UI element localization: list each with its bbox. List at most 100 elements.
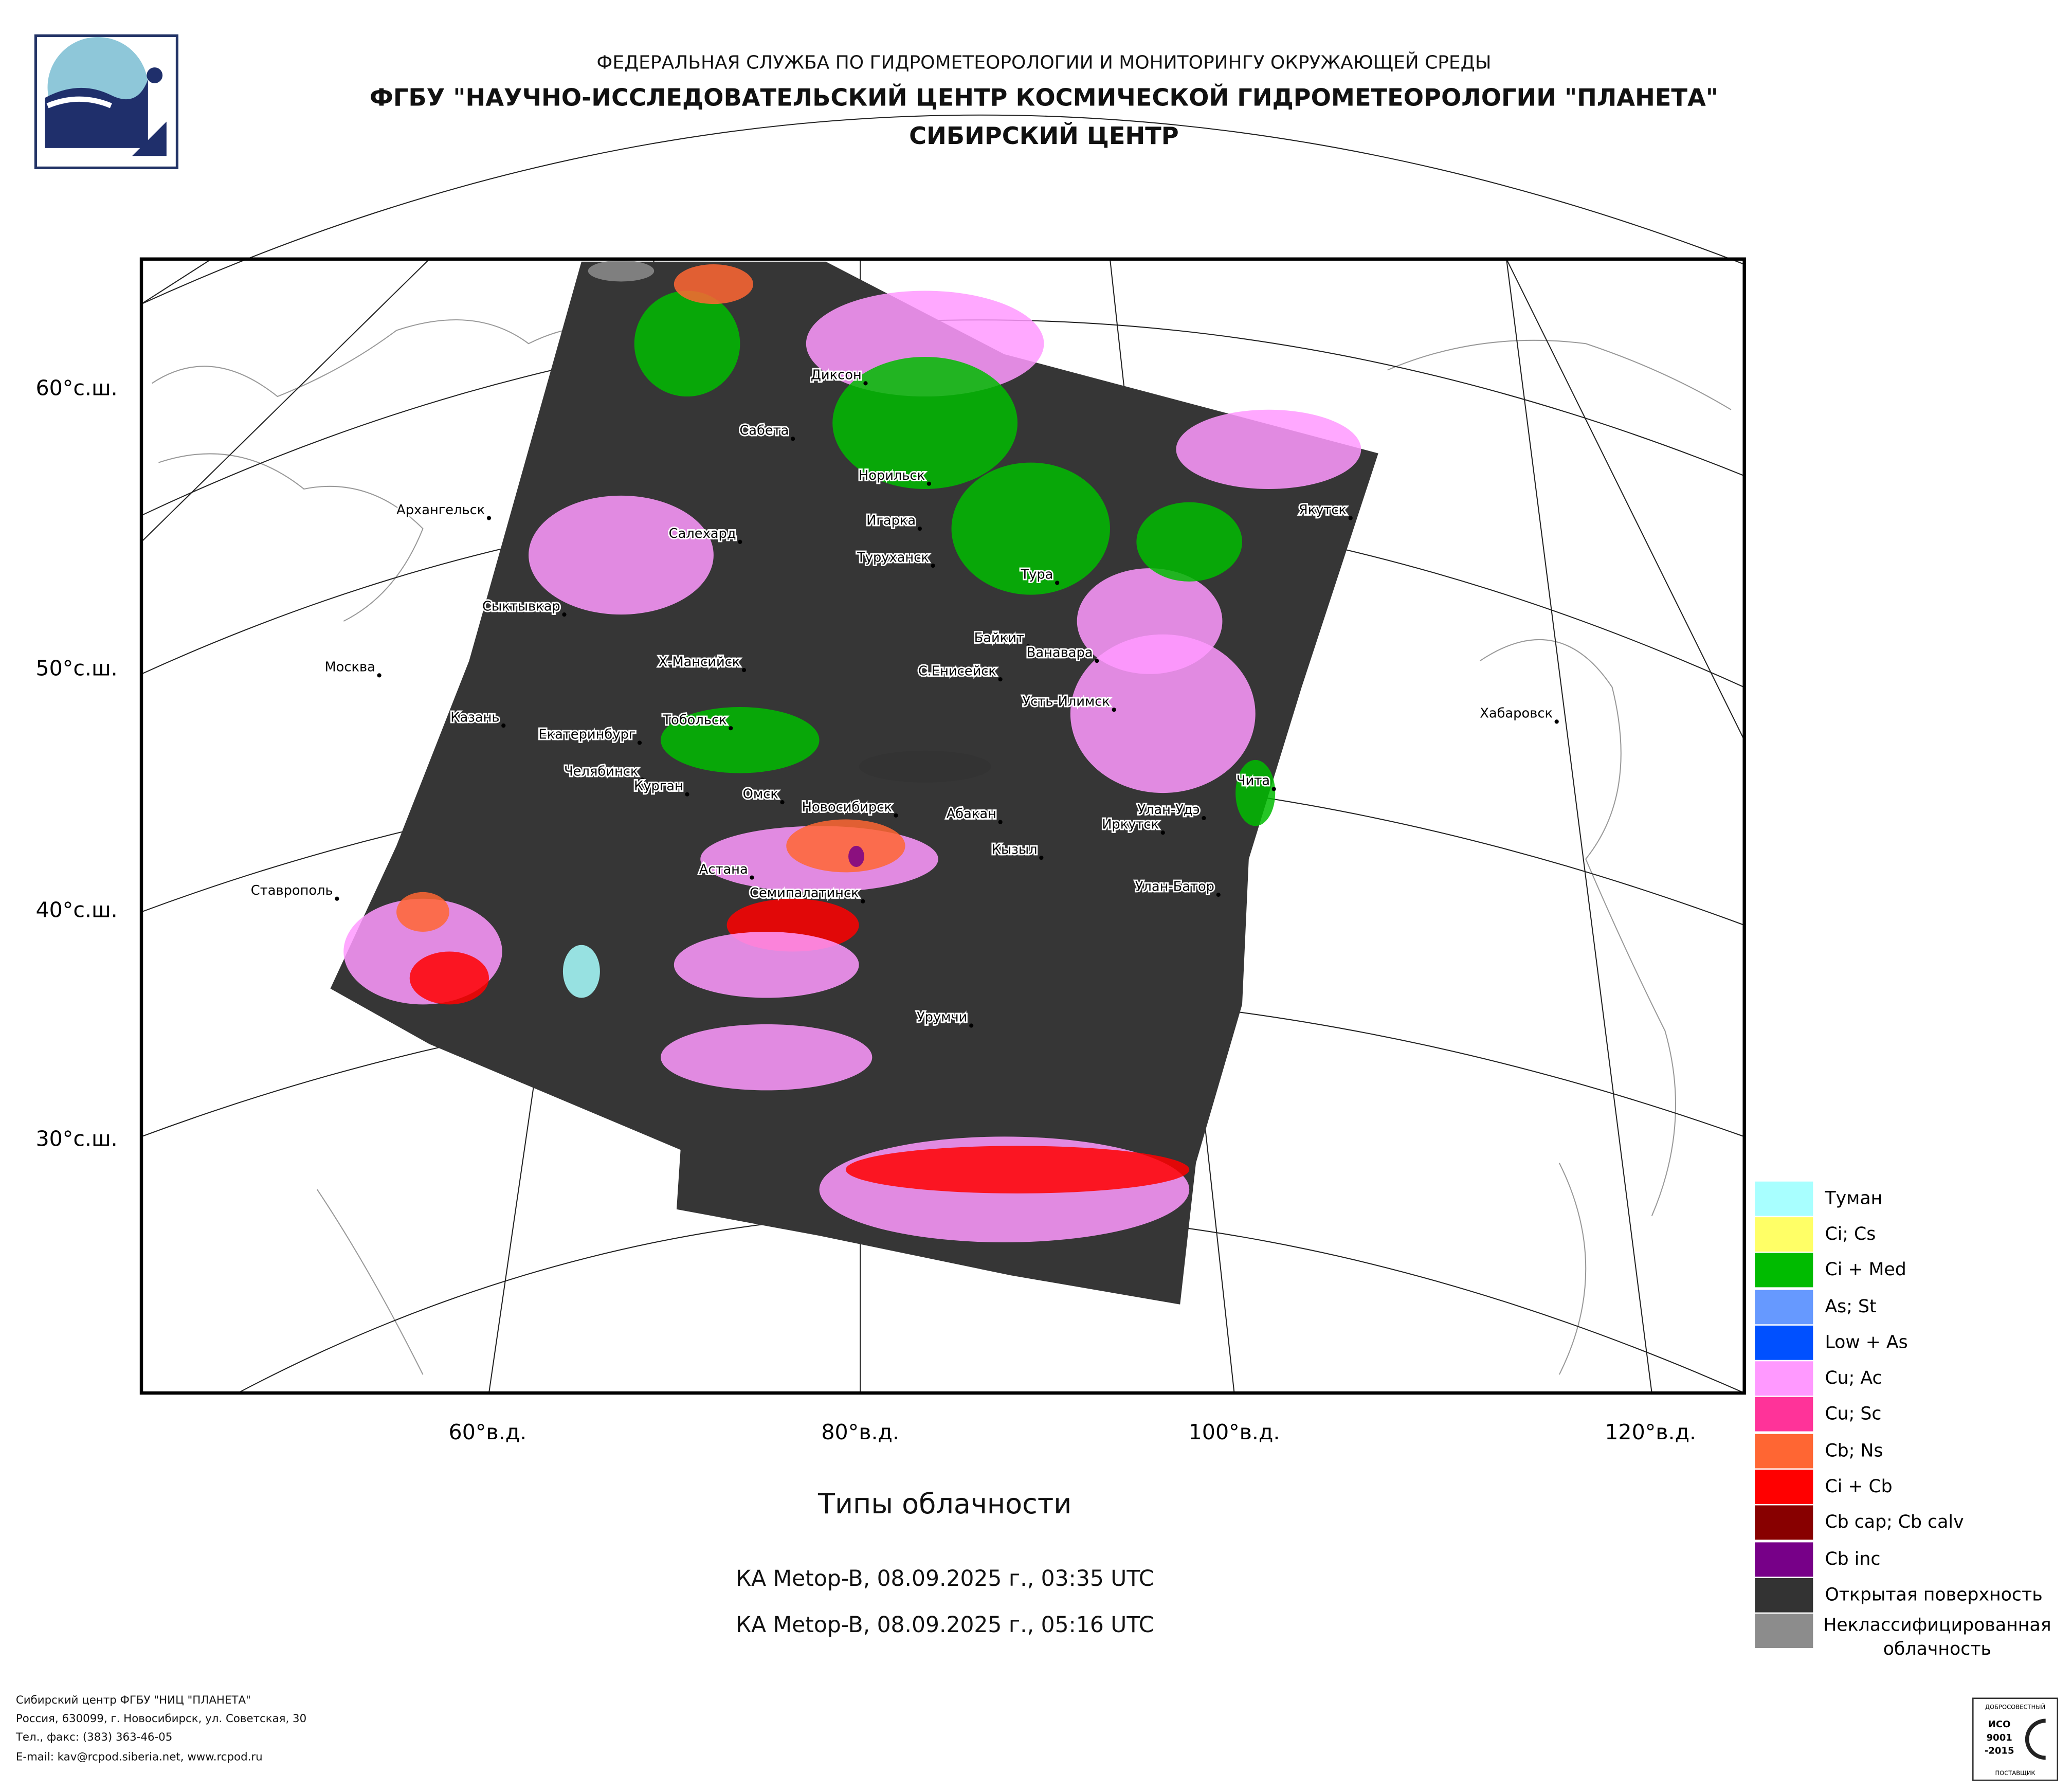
legend-item: As; St xyxy=(1755,1289,2059,1325)
city-label: Диксон xyxy=(811,368,862,383)
city-label: Челябинск xyxy=(564,764,638,780)
cloud-area xyxy=(634,291,740,397)
city-marker xyxy=(894,813,898,818)
legend-label: Cb inc xyxy=(1825,1548,1881,1570)
city-label: Якутск xyxy=(1299,502,1347,518)
cloud-area xyxy=(409,951,489,1005)
lon-label: 60°в.д. xyxy=(449,1420,527,1444)
lat-label: 50°с.ш. xyxy=(35,656,117,680)
city-marker xyxy=(1348,516,1353,520)
legend-item: Cb inc xyxy=(1755,1541,2059,1577)
legend-label: Туман xyxy=(1825,1187,1883,1209)
city-label: Ставрополь xyxy=(251,883,333,898)
map xyxy=(139,114,1746,1395)
city-marker xyxy=(780,800,785,805)
city-label: Усть-Илимск xyxy=(1022,694,1110,709)
city-label: Новосибирск xyxy=(802,800,892,815)
header-line: ФГБУ "НАУЧНО-ИССЛЕДОВАТЕЛЬСКИЙ ЦЕНТР КОС… xyxy=(369,84,1718,113)
badge-text: ПОСТАВЩИК xyxy=(1995,1769,2035,1777)
city-marker xyxy=(738,539,742,544)
city-label: Сабета xyxy=(739,423,789,439)
city-marker xyxy=(1554,719,1559,724)
city-label: Иркутск xyxy=(1102,817,1159,833)
city-label: Тобольск xyxy=(662,712,726,728)
legend-swatch xyxy=(1755,1253,1813,1288)
caption-title: Типы облачности xyxy=(817,1488,1072,1520)
legend-item: Неклассифицированная облачность xyxy=(1755,1613,2059,1661)
city-marker xyxy=(741,667,747,673)
footer: Сибирский центр ФГБУ "НИЦ "ПЛАНЕТА" Росс… xyxy=(16,1690,306,1765)
legend-label: Cb; Ns xyxy=(1825,1440,1883,1461)
city-label: Кызыл xyxy=(992,842,1038,857)
city-label: Абакан xyxy=(947,806,996,822)
city-marker xyxy=(1160,830,1165,835)
legend-item: Cb; Ns xyxy=(1755,1433,2059,1469)
pass-info: КА Metop-B, 08.09.2025 г., 03:35 UTC xyxy=(735,1566,1154,1591)
cloud-area xyxy=(859,750,991,783)
cloud-area xyxy=(786,819,905,873)
cloud-area xyxy=(848,845,864,867)
footer-line: E-mail: kav@rcpod.siberia.net, www.rcpod… xyxy=(15,1749,263,1763)
legend-item: Открытая поверхность xyxy=(1755,1577,2059,1613)
city-label: Москва xyxy=(325,660,375,675)
legend-swatch xyxy=(1755,1181,1813,1216)
city-marker xyxy=(917,526,922,531)
legend-swatch xyxy=(1755,1470,1813,1504)
legend-label: Ci + Med xyxy=(1825,1260,1906,1281)
city-label: Астана xyxy=(699,862,748,877)
city-marker xyxy=(791,437,795,441)
cloud-area xyxy=(396,892,449,932)
cloud-area xyxy=(562,945,600,998)
city-marker xyxy=(335,896,339,901)
city-label: Ванавара xyxy=(1027,645,1093,660)
cloud-field xyxy=(343,260,1361,1242)
city-label: Казань xyxy=(450,710,499,725)
legend-item: Low + As xyxy=(1755,1325,2059,1361)
city-label: Семипалатинск xyxy=(750,885,859,901)
legend-label: Открытая поверхность xyxy=(1825,1584,2043,1606)
legend-item: Cu; Ac xyxy=(1755,1361,2059,1397)
city-label: Норильск xyxy=(859,468,925,483)
city-marker xyxy=(1095,658,1099,663)
cloud-area xyxy=(529,495,714,615)
header-line: СИБИРСКИЙ ЦЕНТР xyxy=(909,123,1179,151)
city-marker xyxy=(931,563,935,568)
city-label: Х-Мансийск xyxy=(659,654,740,670)
lat-label: 30°с.ш. xyxy=(35,1126,117,1151)
legend-swatch xyxy=(1755,1578,1813,1613)
city-marker xyxy=(1026,644,1030,648)
legend-label: As; St xyxy=(1825,1296,1877,1317)
legend-swatch xyxy=(1755,1325,1813,1360)
city-marker xyxy=(685,792,689,797)
city-label: Байкит xyxy=(974,630,1024,646)
cloud-area xyxy=(588,260,655,282)
city-marker xyxy=(861,899,865,903)
footer-line: Тел., факс: (383) 363-46-05 xyxy=(15,1730,173,1744)
cloud-area xyxy=(951,462,1110,595)
footer-line: Сибирский центр ФГБУ "НИЦ "ПЛАНЕТА" xyxy=(15,1693,251,1707)
city-marker xyxy=(486,516,492,520)
cloud-area xyxy=(661,1024,873,1091)
legend-item: Ci + Med xyxy=(1755,1253,2059,1289)
legend-swatch xyxy=(1755,1289,1813,1324)
legend-swatch xyxy=(1755,1433,1813,1468)
city-marker xyxy=(998,820,1003,824)
city-label: Омск xyxy=(743,786,778,802)
city-label: Игарка xyxy=(866,513,916,528)
badge-text: ДОБРОСОВЕСТНЫЙ xyxy=(1985,1703,2045,1710)
city-marker xyxy=(1202,816,1206,821)
pass-info: КА Metop-B, 08.09.2025 г., 05:16 UTC xyxy=(735,1612,1154,1638)
badge-text: -2015 xyxy=(1985,1746,2014,1757)
lon-label: 120°в.д. xyxy=(1605,1420,1696,1444)
legend-item: Туман xyxy=(1755,1180,2059,1216)
legend: Туман Ci; Cs Ci + Med As; St Low + As Cu; Ac C… xyxy=(1755,1180,2059,1660)
lon-label: 100°в.д. xyxy=(1189,1420,1280,1444)
city-label: Екатеринбург xyxy=(538,727,635,743)
city-marker xyxy=(1216,892,1221,897)
city-label: Салехард xyxy=(669,526,736,541)
badge-text: ИСО xyxy=(1988,1719,2011,1730)
header-line: ФЕДЕРАЛЬНАЯ СЛУЖБА ПО ГИДРОМЕТЕОРОЛОГИИ … xyxy=(596,52,1492,74)
city-marker xyxy=(377,673,381,678)
city-marker xyxy=(1055,581,1060,585)
